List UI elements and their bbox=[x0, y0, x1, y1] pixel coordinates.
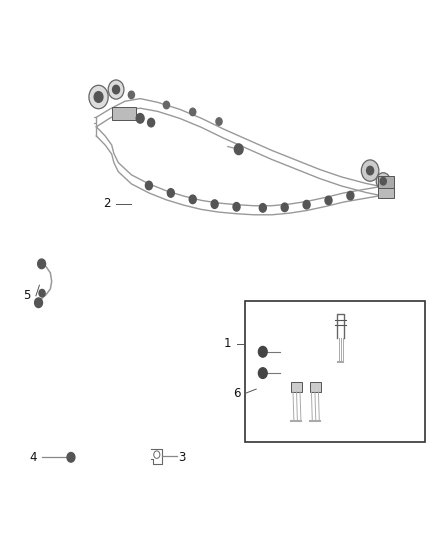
Circle shape bbox=[148, 118, 155, 127]
Circle shape bbox=[211, 200, 218, 208]
Circle shape bbox=[233, 203, 240, 211]
Circle shape bbox=[128, 91, 134, 99]
Circle shape bbox=[361, 160, 379, 181]
Circle shape bbox=[376, 173, 390, 190]
Circle shape bbox=[325, 196, 332, 205]
Text: 2: 2 bbox=[103, 197, 111, 210]
Circle shape bbox=[108, 80, 124, 99]
Circle shape bbox=[190, 108, 196, 116]
Circle shape bbox=[167, 189, 174, 197]
Circle shape bbox=[94, 92, 103, 102]
Circle shape bbox=[234, 144, 243, 155]
Circle shape bbox=[39, 289, 45, 297]
Bar bbox=[245, 301, 425, 442]
Circle shape bbox=[145, 181, 152, 190]
Circle shape bbox=[347, 191, 354, 200]
Text: 3: 3 bbox=[178, 451, 185, 464]
Text: 6: 6 bbox=[233, 387, 240, 400]
Circle shape bbox=[89, 85, 108, 109]
Circle shape bbox=[189, 195, 196, 204]
Circle shape bbox=[35, 298, 42, 308]
Circle shape bbox=[259, 204, 266, 212]
Circle shape bbox=[113, 85, 120, 94]
Bar bbox=[310, 382, 321, 392]
Circle shape bbox=[67, 453, 75, 462]
Circle shape bbox=[281, 203, 288, 212]
Circle shape bbox=[258, 346, 267, 357]
Text: 1: 1 bbox=[224, 337, 232, 350]
Circle shape bbox=[154, 451, 160, 458]
Circle shape bbox=[38, 259, 46, 269]
Circle shape bbox=[136, 114, 144, 123]
Circle shape bbox=[163, 101, 170, 109]
Circle shape bbox=[380, 177, 386, 185]
Circle shape bbox=[258, 368, 267, 378]
Bar bbox=[291, 382, 302, 392]
Bar bbox=[378, 176, 394, 188]
Text: 5: 5 bbox=[24, 289, 31, 302]
Circle shape bbox=[303, 200, 310, 209]
Circle shape bbox=[367, 166, 374, 175]
Bar bbox=[112, 107, 136, 120]
Circle shape bbox=[216, 118, 222, 125]
Bar bbox=[378, 187, 394, 198]
Text: 4: 4 bbox=[29, 451, 37, 464]
